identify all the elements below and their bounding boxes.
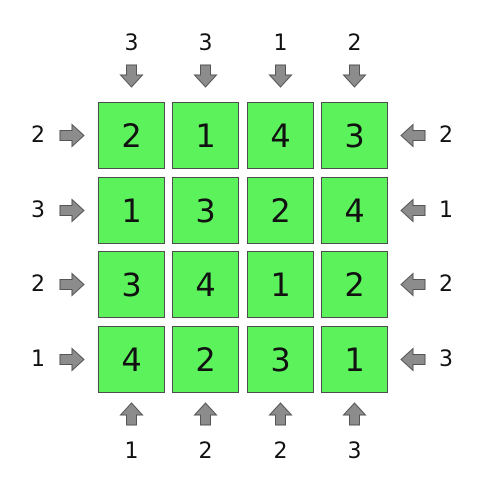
left-clue-3: 2 <box>31 271 45 297</box>
arrow-down-icon-3 <box>268 64 293 88</box>
arrow-down-icon-4 <box>342 64 367 88</box>
arrow-down-icon-1 <box>119 64 144 88</box>
top-clue-1: 3 <box>124 31 139 56</box>
left-clue-1: 2 <box>31 122 45 148</box>
top-clue-3: 1 <box>273 31 288 56</box>
grid-cell-r4-c3[interactable]: 3 <box>247 326 314 393</box>
top-clue-4: 2 <box>347 31 362 56</box>
grid-cell-r3-c3[interactable]: 1 <box>247 251 314 318</box>
grid-cell-r1-c2[interactable]: 1 <box>172 102 239 169</box>
grid-cell-r4-c4[interactable]: 1 <box>321 326 388 393</box>
grid-cell-r4-c1[interactable]: 4 <box>98 326 165 393</box>
grid-cell-r1-c4[interactable]: 3 <box>321 102 388 169</box>
arrow-down-icon-2 <box>193 64 218 88</box>
arrow-left-icon-4 <box>400 347 426 372</box>
arrow-up-icon-4 <box>342 402 367 426</box>
right-clue-3: 2 <box>439 271 453 297</box>
grid-cell-r3-c2[interactable]: 4 <box>172 251 239 318</box>
arrow-right-icon-4 <box>59 347 85 372</box>
grid-cell-r2-c4[interactable]: 4 <box>321 177 388 244</box>
bottom-clue-2: 2 <box>198 439 213 464</box>
arrow-left-icon-3 <box>400 272 426 297</box>
arrow-right-icon-2 <box>59 198 85 223</box>
arrow-right-icon-1 <box>59 123 85 148</box>
top-clue-2: 3 <box>198 31 213 56</box>
bottom-clue-3: 2 <box>273 439 288 464</box>
arrow-up-icon-1 <box>119 402 144 426</box>
grid-cell-r3-c1[interactable]: 3 <box>98 251 165 318</box>
grid-cell-r2-c1[interactable]: 1 <box>98 177 165 244</box>
arrow-left-icon-2 <box>400 198 426 223</box>
grid-cell-r2-c3[interactable]: 2 <box>247 177 314 244</box>
grid-cell-r1-c1[interactable]: 2 <box>98 102 165 169</box>
right-clue-2: 1 <box>439 197 453 223</box>
arrow-up-icon-2 <box>193 402 218 426</box>
left-clue-4: 1 <box>31 346 45 372</box>
bottom-clue-4: 3 <box>347 439 362 464</box>
grid-cell-r1-c3[interactable]: 4 <box>247 102 314 169</box>
left-clue-2: 3 <box>31 197 45 223</box>
right-clue-4: 3 <box>439 346 453 372</box>
grid-cell-r4-c2[interactable]: 2 <box>172 326 239 393</box>
arrow-left-icon-1 <box>400 123 426 148</box>
arrow-up-icon-3 <box>268 402 293 426</box>
grid-cell-r2-c2[interactable]: 3 <box>172 177 239 244</box>
right-clue-1: 2 <box>439 122 453 148</box>
grid-cell-r3-c4[interactable]: 2 <box>321 251 388 318</box>
arrow-right-icon-3 <box>59 272 85 297</box>
bottom-clue-1: 1 <box>124 439 139 464</box>
